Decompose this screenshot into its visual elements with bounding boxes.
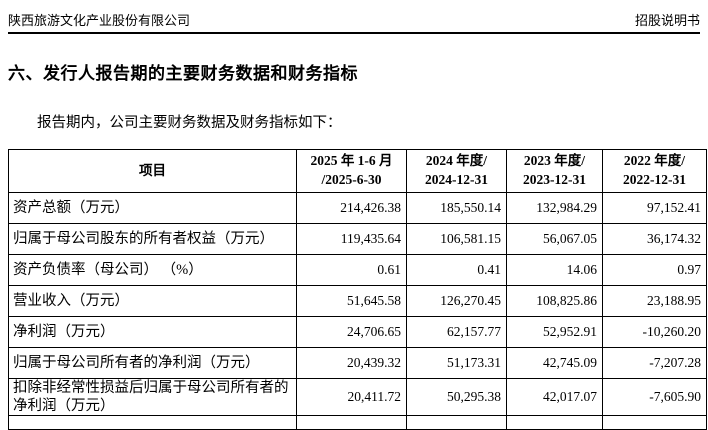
value-cell: 106,581.15 xyxy=(406,223,507,255)
value-cell: 20,411.72 xyxy=(296,377,407,417)
value-cell: -7,605.90 xyxy=(602,377,707,417)
row-label: 归属于母公司所有者的净利润（万元） xyxy=(8,347,297,379)
value-cell: 0.41 xyxy=(406,254,507,286)
column-header-item: 项目 xyxy=(8,149,297,193)
section-title: 六、发行人报告期的主要财务数据和财务指标 xyxy=(8,64,358,83)
doc-type-label: 招股说明书 xyxy=(634,13,700,28)
value-cell: 185,550.14 xyxy=(406,192,507,224)
period-line2: 2022-12-31 xyxy=(623,172,686,187)
value-cell: 52,952.91 xyxy=(506,316,603,348)
row-label: 归属于母公司股东的所有者权益（万元） xyxy=(8,223,297,255)
intro-text: 报告期内，公司主要财务数据及财务指标如下： xyxy=(37,115,342,131)
page-header: 陕西旅游文化产业股份有限公司 招股说明书 xyxy=(8,0,700,34)
column-header-2022: 2022 年度/2022-12-31 xyxy=(602,149,707,193)
value-cell: -10,260.20 xyxy=(602,316,707,348)
value-cell: 126,270.45 xyxy=(406,285,507,317)
table-row: 资产总额（万元） 214,426.38 185,550.14 132,984.2… xyxy=(8,192,707,224)
row-label: 资产总额（万元） xyxy=(8,192,297,224)
table-row: 净利润（万元） 24,706.65 62,157.77 52,952.91 -1… xyxy=(8,316,707,348)
table-row: 归属于母公司股东的所有者权益（万元） 119,435.64 106,581.15… xyxy=(8,223,707,255)
table-row: 资产负债率（母公司） （%） 0.61 0.41 14.06 0.97 xyxy=(8,254,707,286)
table-row-clipped xyxy=(8,415,707,430)
row-label: 净利润（万元） xyxy=(8,316,297,348)
period-line1: 2024 年度/ xyxy=(425,153,488,169)
row-label: 扣除非经常性损益后归属于母公司所有者的净利润（万元） xyxy=(8,377,297,417)
value-cell: 20,439.32 xyxy=(296,347,407,379)
value-cell xyxy=(296,415,407,430)
company-name: 陕西旅游文化产业股份有限公司 xyxy=(8,13,191,28)
row-label xyxy=(8,415,297,430)
period-line2: 2023-12-31 xyxy=(523,172,586,187)
value-cell xyxy=(506,415,603,430)
column-header-2025: 2025 年 1-6 月/2025-6-30 xyxy=(296,149,407,193)
value-cell: -7,207.28 xyxy=(602,347,707,379)
value-cell xyxy=(406,415,507,430)
value-cell: 24,706.65 xyxy=(296,316,407,348)
value-cell: 56,067.05 xyxy=(506,223,603,255)
value-cell: 51,173.31 xyxy=(406,347,507,379)
period-line2: 2024-12-31 xyxy=(425,172,488,187)
value-cell: 62,157.77 xyxy=(406,316,507,348)
value-cell xyxy=(602,415,707,430)
table-row: 营业收入（万元） 51,645.58 126,270.45 108,825.86… xyxy=(8,285,707,317)
table-row: 扣除非经常性损益后归属于母公司所有者的净利润（万元） 20,411.72 50,… xyxy=(8,377,707,417)
period-line2: /2025-6-30 xyxy=(321,172,382,187)
row-label: 营业收入（万元） xyxy=(8,285,297,317)
period-line1: 2025 年 1-6 月 xyxy=(310,153,393,169)
table-row: 归属于母公司所有者的净利润（万元） 20,439.32 51,173.31 42… xyxy=(8,347,707,379)
column-header-2024: 2024 年度/2024-12-31 xyxy=(406,149,507,193)
value-cell: 0.97 xyxy=(602,254,707,286)
value-cell: 14.06 xyxy=(506,254,603,286)
column-header-2023: 2023 年度/2023-12-31 xyxy=(506,149,603,193)
value-cell: 50,295.38 xyxy=(406,377,507,417)
table-header-row: 项目 2025 年 1-6 月/2025-6-30 2024 年度/2024-1… xyxy=(8,149,707,193)
row-label: 资产负债率（母公司） （%） xyxy=(8,254,297,286)
financial-data-table: 项目 2025 年 1-6 月/2025-6-30 2024 年度/2024-1… xyxy=(8,149,707,430)
value-cell: 132,984.29 xyxy=(506,192,603,224)
value-cell: 97,152.41 xyxy=(602,192,707,224)
value-cell: 119,435.64 xyxy=(296,223,407,255)
value-cell: 36,174.32 xyxy=(602,223,707,255)
value-cell: 0.61 xyxy=(296,254,407,286)
value-cell: 23,188.95 xyxy=(602,285,707,317)
value-cell: 214,426.38 xyxy=(296,192,407,224)
value-cell: 42,745.09 xyxy=(506,347,603,379)
period-line1: 2022 年度/ xyxy=(623,153,686,169)
value-cell: 51,645.58 xyxy=(296,285,407,317)
period-line1: 2023 年度/ xyxy=(523,153,586,169)
value-cell: 108,825.86 xyxy=(506,285,603,317)
value-cell: 42,017.07 xyxy=(506,377,603,417)
